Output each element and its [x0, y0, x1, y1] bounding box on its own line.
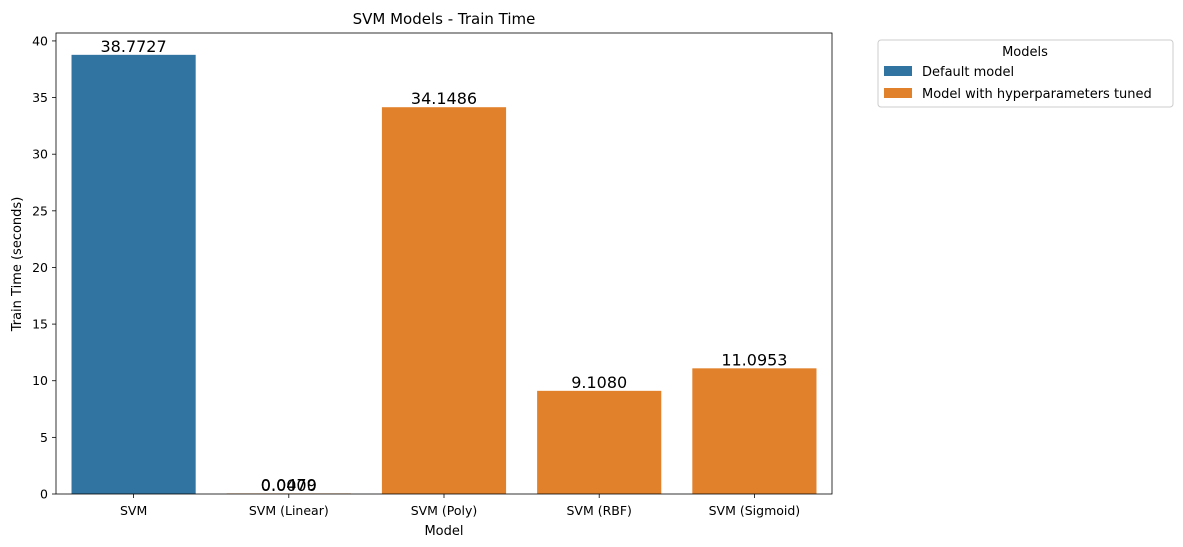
bar — [71, 54, 196, 494]
data-label: 38.7727 — [101, 37, 167, 56]
y-tick-label: 25 — [32, 203, 48, 218]
y-tick-label: 10 — [32, 373, 48, 388]
x-axis-label: Model — [424, 524, 463, 539]
legend-label-default: Default model — [922, 65, 1014, 80]
data-label: 9.1080 — [571, 373, 627, 392]
plot-area: 0 5 10 15 20 25 30 35 40 SVM SVM (Linear) SVM (Poly… — [32, 32, 833, 518]
y-tick-label: 35 — [32, 90, 48, 105]
legend-frame — [877, 39, 1174, 108]
chart-title: SVM Models - Train Time — [353, 10, 536, 28]
legend-title: Models — [1002, 45, 1048, 60]
data-label: 0.0000 — [261, 476, 317, 495]
y-tick-label: 30 — [32, 147, 48, 162]
bar — [537, 390, 662, 494]
bar — [381, 107, 507, 495]
bar — [692, 368, 817, 494]
legend-swatch-tuned — [884, 88, 912, 98]
y-tick-label: 0 — [40, 487, 48, 502]
x-tick-label: SVM — [120, 503, 147, 518]
y-tick-label: 5 — [40, 430, 48, 445]
y-tick-label: 15 — [32, 317, 48, 332]
data-label: 11.0953 — [721, 350, 787, 369]
x-tick-label: SVM (Poly) — [411, 503, 478, 518]
legend: Models Default model Model with hyperpar… — [877, 39, 1174, 108]
legend-swatch-default — [884, 66, 912, 76]
x-tick-label: SVM (Sigmoid) — [709, 503, 801, 518]
data-label: 34.1486 — [411, 89, 477, 108]
plot-frame — [55, 32, 833, 495]
data-label: 0.0479 — [261, 475, 317, 494]
legend-label-tuned: Model with hyperparameters tuned — [922, 87, 1152, 102]
x-tick-label: SVM (Linear) — [249, 503, 329, 518]
y-tick-label: 20 — [32, 260, 48, 275]
y-axis-label: Train Time (seconds) — [10, 197, 25, 333]
y-tick-label: 40 — [32, 33, 48, 48]
x-tick-label: SVM (RBF) — [566, 503, 631, 518]
